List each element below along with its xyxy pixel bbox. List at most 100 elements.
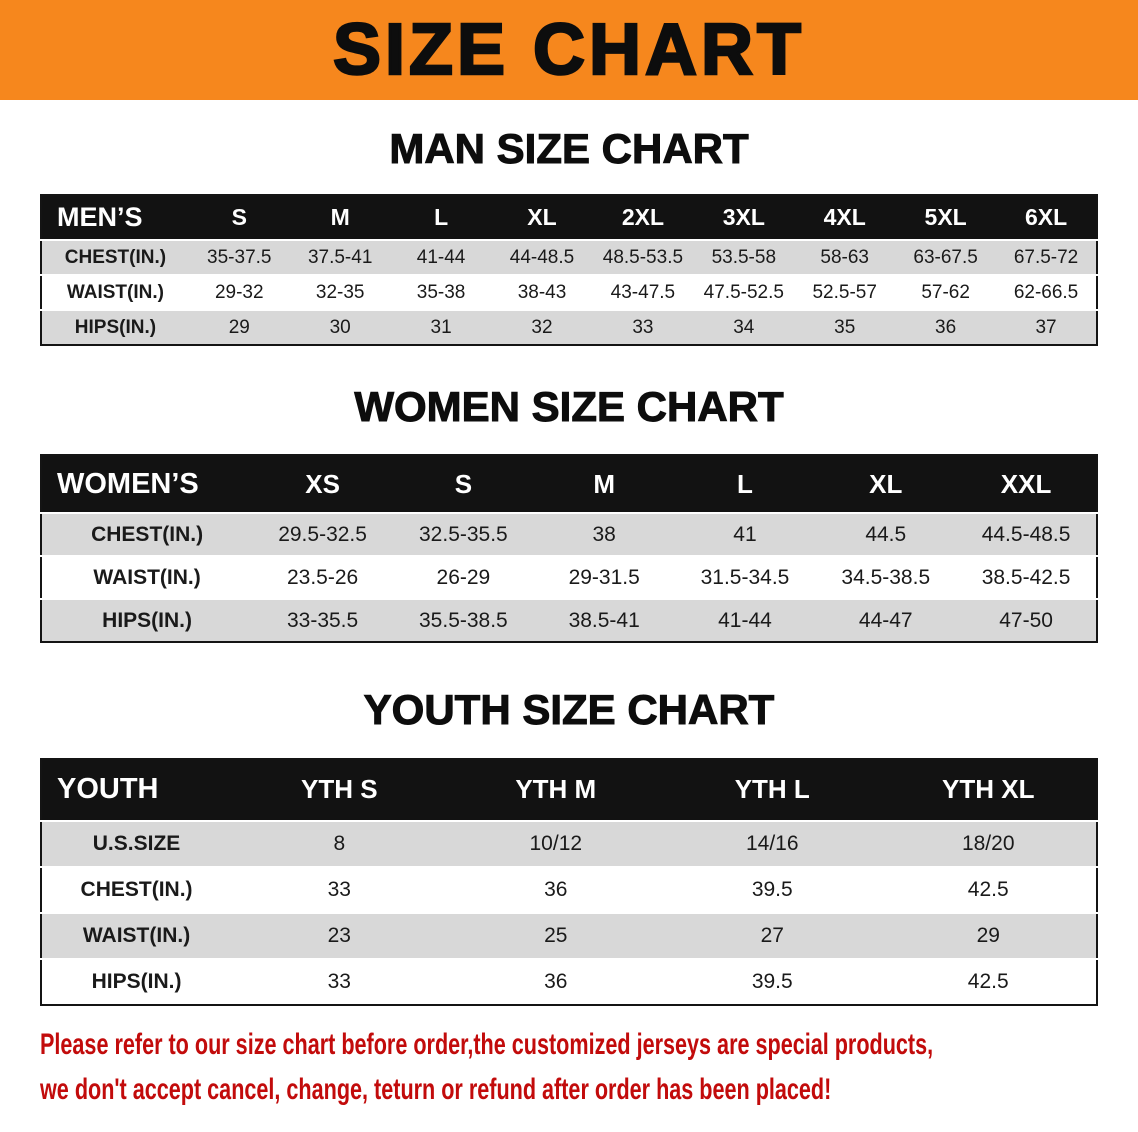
size-column-header: XXL	[956, 455, 1097, 514]
value-cell: 37.5-41	[307, 246, 373, 268]
size-column-header: 2XL	[592, 195, 694, 241]
table-title-cell: WOMEN’S	[41, 455, 253, 514]
disclaimer-line-1: Please refer to our size chart before or…	[40, 1027, 934, 1061]
value-cell: 38	[592, 522, 616, 546]
value-cell: 47.5-52.5	[703, 281, 784, 303]
value-cell: 48.5-53.5	[602, 246, 684, 268]
size-column-header: L	[390, 195, 492, 241]
size-column-header: XL	[815, 455, 957, 514]
value-cell: 44-48.5	[509, 246, 575, 268]
value-cell: 36	[544, 969, 568, 993]
value-cell: 44.5	[865, 522, 907, 546]
table-row: U.S.SIZE 8 10/12 14/16 18/20	[41, 820, 1097, 867]
size-column-header: S	[188, 195, 290, 241]
value-cell: 36	[544, 877, 568, 901]
value-cell: 44-47	[858, 608, 913, 632]
row-label-cell: U.S.SIZE	[92, 831, 181, 855]
row-label-cell: HIPS(IN.)	[102, 608, 193, 632]
value-cell: 41-44	[718, 608, 772, 632]
value-cell: 33-35.5	[286, 608, 359, 632]
value-cell: 39.5	[751, 877, 793, 901]
size-column-header: YTH M	[447, 758, 665, 821]
size-column-header: 6XL	[996, 195, 1097, 241]
value-cell: 41	[733, 522, 757, 546]
value-cell: 47-50	[999, 608, 1053, 632]
value-cell: 57-62	[921, 281, 970, 303]
table-row: WAIST(IN.) 29-32 32-35 35-38 38-43 43-47.5 47.…	[41, 275, 1097, 311]
value-cell: 30	[329, 316, 351, 338]
value-cell: 10/12	[529, 831, 583, 855]
disclaimer-line-2: we don't accept cancel, change, teturn o…	[40, 1072, 832, 1106]
youth-size-table: YOUTH YTH S YTH M YTH L YTH XL U.S.SIZE 8 10/12…	[40, 757, 1098, 1006]
size-column-header: L	[674, 455, 816, 514]
size-column-header: 5XL	[895, 195, 997, 241]
table-header-row: YOUTH YTH S YTH M YTH L YTH XL	[41, 758, 1097, 821]
row-label-cell: WAIST(IN.)	[82, 923, 191, 947]
value-cell: 26-29	[436, 565, 491, 589]
value-cell: 32.5-35.5	[419, 522, 508, 546]
women-size-table: WOMEN’S XS S M L XL XXL CHEST(IN.) 29.5-32.5 32.5…	[40, 454, 1098, 644]
value-cell: 35	[834, 316, 856, 338]
size-chart-title: SIZE CHART	[332, 10, 805, 90]
size-column-header: S	[392, 455, 534, 514]
value-cell: 38.5-42.5	[981, 565, 1071, 589]
value-cell: 29-31.5	[568, 565, 640, 589]
value-cell: 31	[430, 316, 452, 338]
value-cell: 18/20	[961, 831, 1015, 855]
size-column-header: M	[289, 195, 391, 241]
value-cell: 38-43	[517, 281, 567, 303]
size-column-header: 4XL	[794, 195, 896, 241]
table-row: WAIST(IN.) 23 25 27 29	[41, 912, 1097, 959]
value-cell: 35-37.5	[207, 246, 272, 268]
row-label-cell: HIPS(IN.)	[74, 316, 157, 338]
value-cell: 38.5-41	[568, 608, 640, 632]
table-row: HIPS(IN.) 33-35.5 35.5-38.5 38.5-41 41-44 44-…	[41, 599, 1097, 643]
row-label-cell: CHEST(IN.)	[91, 522, 204, 546]
value-cell: 62-66.5	[1013, 281, 1079, 303]
value-cell: 29-32	[214, 281, 264, 303]
size-column-header: M	[533, 455, 675, 514]
value-cell: 33	[632, 316, 654, 338]
value-cell: 33	[327, 877, 351, 901]
value-cell: 53.5-58	[711, 246, 777, 268]
value-cell: 29	[228, 316, 250, 338]
value-cell: 43-47.5	[610, 281, 676, 303]
size-column-header: YTH L	[664, 758, 881, 821]
row-label-cell: WAIST(IN.)	[66, 281, 164, 303]
table-row: HIPS(IN.) 29 30 31 32 33 34 35 36 37	[41, 310, 1097, 346]
value-cell: 36	[935, 316, 957, 338]
value-cell: 42.5	[967, 877, 1009, 901]
value-cell: 32-35	[315, 281, 365, 303]
value-cell: 58-63	[820, 246, 870, 268]
value-cell: 23.5-26	[286, 565, 359, 589]
row-label-cell: HIPS(IN.)	[91, 969, 182, 993]
value-cell: 37	[1035, 316, 1057, 338]
size-column-header: XS	[252, 455, 393, 514]
value-cell: 23	[327, 923, 351, 947]
men-size-table: MEN’S S M L XL 2XL 3XL 4XL 5XL 6XL CHEST(IN.) 35-37…	[40, 194, 1098, 347]
value-cell: 29.5-32.5	[278, 522, 367, 546]
value-cell: 29	[976, 923, 1000, 947]
value-cell: 67.5-72	[1013, 246, 1079, 268]
table-header-row: WOMEN’S XS S M L XL XXL	[41, 455, 1097, 514]
value-cell: 8	[333, 831, 346, 855]
disclaimer: Please refer to our size chart before or…	[40, 1022, 1138, 1112]
table-header-row: MEN’S S M L XL 2XL 3XL 4XL 5XL 6XL	[41, 195, 1097, 241]
value-cell: 27	[760, 923, 784, 947]
row-label-cell: WAIST(IN.)	[93, 565, 201, 589]
value-cell: 42.5	[967, 969, 1009, 993]
value-cell: 35-38	[416, 281, 466, 303]
value-cell: 35.5-38.5	[419, 608, 508, 632]
value-cell: 34	[733, 316, 755, 338]
table-title-cell: MEN’S	[41, 195, 189, 241]
size-column-header: 3XL	[693, 195, 795, 241]
table-row: CHEST(IN.) 35-37.5 37.5-41 41-44 44-48.5 48.5…	[41, 240, 1097, 276]
value-cell: 44.5-48.5	[981, 522, 1071, 546]
row-label-cell: CHEST(IN.)	[80, 877, 193, 901]
table-row: WAIST(IN.) 23.5-26 26-29 29-31.5 31.5-34.5 34…	[41, 556, 1097, 600]
value-cell: 34.5-38.5	[841, 565, 931, 589]
value-cell: 25	[544, 923, 568, 947]
value-cell: 52.5-57	[812, 281, 877, 303]
value-cell: 14/16	[745, 831, 799, 855]
value-cell: 31.5-34.5	[700, 565, 790, 589]
